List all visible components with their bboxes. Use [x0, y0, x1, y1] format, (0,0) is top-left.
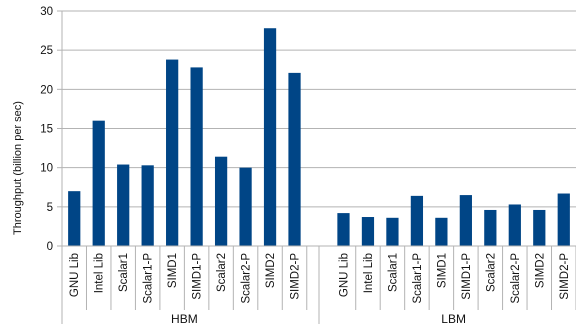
bar	[190, 67, 203, 247]
group-label: HBM	[171, 312, 198, 326]
bar	[288, 72, 301, 246]
bar	[557, 193, 570, 246]
category-label: Scalar1	[387, 253, 399, 292]
y-tick-label: 20	[40, 84, 53, 96]
category-label: SIMD1-P	[461, 253, 473, 300]
category-label: SIMD2	[534, 253, 546, 288]
bar	[337, 213, 350, 246]
category-label: GNU Lib	[69, 253, 81, 297]
category-label: SIMD2-P	[559, 253, 571, 300]
category-label: Intel Lib	[94, 253, 106, 293]
category-label: SIMD1	[167, 253, 179, 288]
bar	[386, 217, 399, 246]
bar	[68, 191, 81, 246]
category-label: Scalar2-P	[510, 253, 522, 304]
bar	[141, 165, 154, 246]
category-label: Scalar2	[216, 253, 228, 292]
bars	[68, 28, 570, 247]
bar	[166, 59, 179, 246]
bar	[239, 167, 252, 246]
bar	[484, 209, 497, 246]
bar	[117, 164, 130, 246]
category-label: SIMD2	[265, 253, 277, 288]
category-label: SIMD2-P	[290, 253, 302, 300]
labels: 0 5 10 15 20 25 30 GNU Lib Intel Lib Scalar1 Scala…	[40, 6, 571, 326]
category-label: SIMD1	[436, 253, 448, 288]
bar	[361, 217, 375, 246]
y-tick-label: 15	[40, 124, 53, 136]
y-tick-label: 0	[47, 241, 53, 253]
y-tick-label: 5	[47, 202, 53, 214]
bar	[508, 204, 521, 246]
category-label: SIMD1-P	[192, 253, 204, 300]
bar	[263, 28, 277, 246]
axes	[57, 10, 576, 324]
group-label: LBM	[441, 312, 466, 326]
y-axis-title: Throughput (billion per sec)	[12, 101, 24, 235]
bar	[533, 209, 546, 246]
category-label: Scalar1-P	[143, 253, 155, 304]
category-label: Scalar2-P	[241, 253, 253, 304]
y-tick-label: 10	[40, 163, 53, 175]
bar	[459, 195, 472, 246]
gridlines	[62, 10, 576, 208]
category-label: Intel Lib	[363, 253, 375, 293]
y-tick-label: 30	[40, 6, 53, 18]
category-label: Scalar1	[118, 253, 130, 292]
category-label: Scalar1-P	[412, 253, 424, 304]
category-label: GNU Lib	[338, 253, 350, 297]
bar	[214, 156, 228, 246]
bar	[92, 120, 105, 246]
bar	[410, 195, 424, 246]
y-tick-label: 25	[40, 45, 53, 57]
bar	[435, 217, 448, 246]
category-label: Scalar2	[485, 253, 497, 292]
